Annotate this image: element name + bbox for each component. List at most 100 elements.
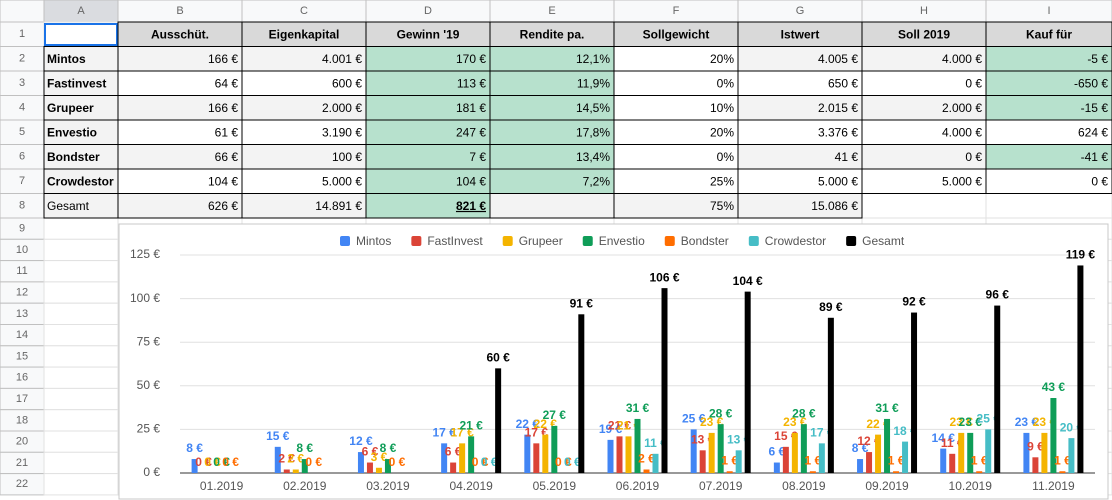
bar	[958, 432, 965, 473]
row-number: 5	[19, 126, 25, 138]
column-letter: A	[77, 5, 85, 17]
cell-text: -5 €	[1087, 52, 1108, 66]
cell-text: 166 €	[208, 101, 238, 115]
value-label: 2 €	[287, 452, 304, 466]
bar	[616, 436, 623, 473]
table-cell	[43, 119, 119, 145]
value-label: 8 €	[296, 441, 313, 455]
cell-text: 170 €	[456, 52, 486, 66]
legend-swatch	[340, 236, 350, 246]
legend-swatch	[846, 236, 857, 246]
x-tick-label: 04.2019	[449, 479, 493, 493]
header-cell	[365, 21, 491, 47]
bar	[1059, 471, 1066, 473]
bar	[1032, 457, 1039, 473]
table-cell	[861, 168, 987, 194]
y-tick-label: 75 €	[137, 334, 161, 348]
value-label: 14 €	[932, 431, 956, 445]
table-cell	[985, 168, 1112, 194]
bar	[735, 450, 742, 473]
table-cell	[489, 168, 615, 194]
value-label: 43 €	[1042, 380, 1066, 394]
table-cell	[737, 46, 863, 72]
bar	[468, 436, 475, 473]
legend-swatch	[664, 236, 675, 246]
table-cell	[241, 168, 367, 194]
cell-text: 104 €	[456, 174, 486, 188]
x-tick-label: 05.2019	[533, 479, 577, 493]
table-cell	[737, 144, 863, 170]
row-number: 7	[19, 175, 25, 187]
table-cell	[489, 46, 615, 72]
bar	[827, 317, 834, 473]
table-cell	[365, 95, 491, 121]
cell-text: 64 €	[215, 76, 239, 90]
cell-text: 13,4%	[576, 150, 610, 164]
table-cell	[117, 46, 243, 72]
legend-label: Bondster	[681, 234, 729, 248]
row-header	[0, 21, 45, 47]
cell	[43, 260, 119, 283]
value-label: 28 €	[709, 406, 733, 420]
table-cell	[985, 46, 1112, 72]
x-tick-label: 10.2019	[949, 479, 993, 493]
cell-text: 4.005 €	[818, 52, 858, 66]
row-number: 15	[16, 350, 28, 362]
value-label: 104 €	[733, 274, 763, 288]
table-cell	[861, 144, 987, 170]
row-number: 12	[16, 286, 28, 298]
legend-swatch	[411, 236, 422, 246]
cell-text: 100 €	[332, 150, 362, 164]
cell-text: 66 €	[215, 150, 239, 164]
bar	[524, 434, 531, 473]
bar	[357, 452, 364, 473]
cell	[43, 387, 119, 411]
bar	[902, 441, 909, 473]
value-label: 3 €	[371, 450, 388, 464]
value-label: 27 €	[543, 408, 567, 422]
bar	[384, 459, 391, 473]
cell-text: 600 €	[332, 76, 362, 90]
table-cell	[365, 193, 491, 219]
bar	[875, 434, 882, 473]
value-label: 31 €	[875, 401, 899, 415]
header-text: Sollgewicht	[643, 27, 710, 41]
row-number: 17	[16, 393, 28, 405]
bar	[495, 368, 502, 473]
cell-text: 2.000 €	[322, 101, 362, 115]
row-number: 6	[19, 151, 25, 163]
table-cell	[861, 95, 987, 121]
column-letter: E	[548, 5, 555, 17]
table-cell	[737, 193, 863, 219]
bar	[976, 471, 983, 473]
table-cell	[613, 144, 739, 170]
bar	[893, 471, 900, 473]
table-cell	[117, 193, 243, 219]
value-label: 11 €	[644, 436, 667, 450]
column-letter: F	[673, 5, 680, 17]
bar	[542, 434, 549, 473]
cell-text: -41 €	[1081, 150, 1109, 164]
cell-text: 7,2%	[583, 174, 611, 188]
legend-label: Mintos	[356, 234, 391, 248]
x-tick-label: 07.2019	[699, 479, 743, 493]
header-cell	[861, 21, 987, 47]
row-number: 2	[19, 53, 25, 65]
y-tick-label: 125 €	[130, 247, 160, 261]
row-number: 22	[16, 478, 28, 490]
bar	[857, 459, 864, 473]
x-tick-label: 01.2019	[200, 479, 244, 493]
table-cell	[985, 144, 1112, 170]
cell-text: 0 €	[965, 76, 982, 90]
cell-text: 181 €	[456, 101, 486, 115]
value-label: 106 €	[649, 270, 679, 284]
bar	[800, 424, 807, 473]
cell-text: Fastinvest	[47, 76, 106, 90]
header-cell	[985, 21, 1112, 47]
bar	[773, 462, 780, 473]
cell-text: 15.086 €	[811, 199, 858, 213]
cell-text: 3.376 €	[818, 125, 858, 139]
value-label: 1 €	[805, 453, 822, 467]
value-label: 0 €	[305, 455, 322, 469]
bar	[661, 288, 668, 473]
